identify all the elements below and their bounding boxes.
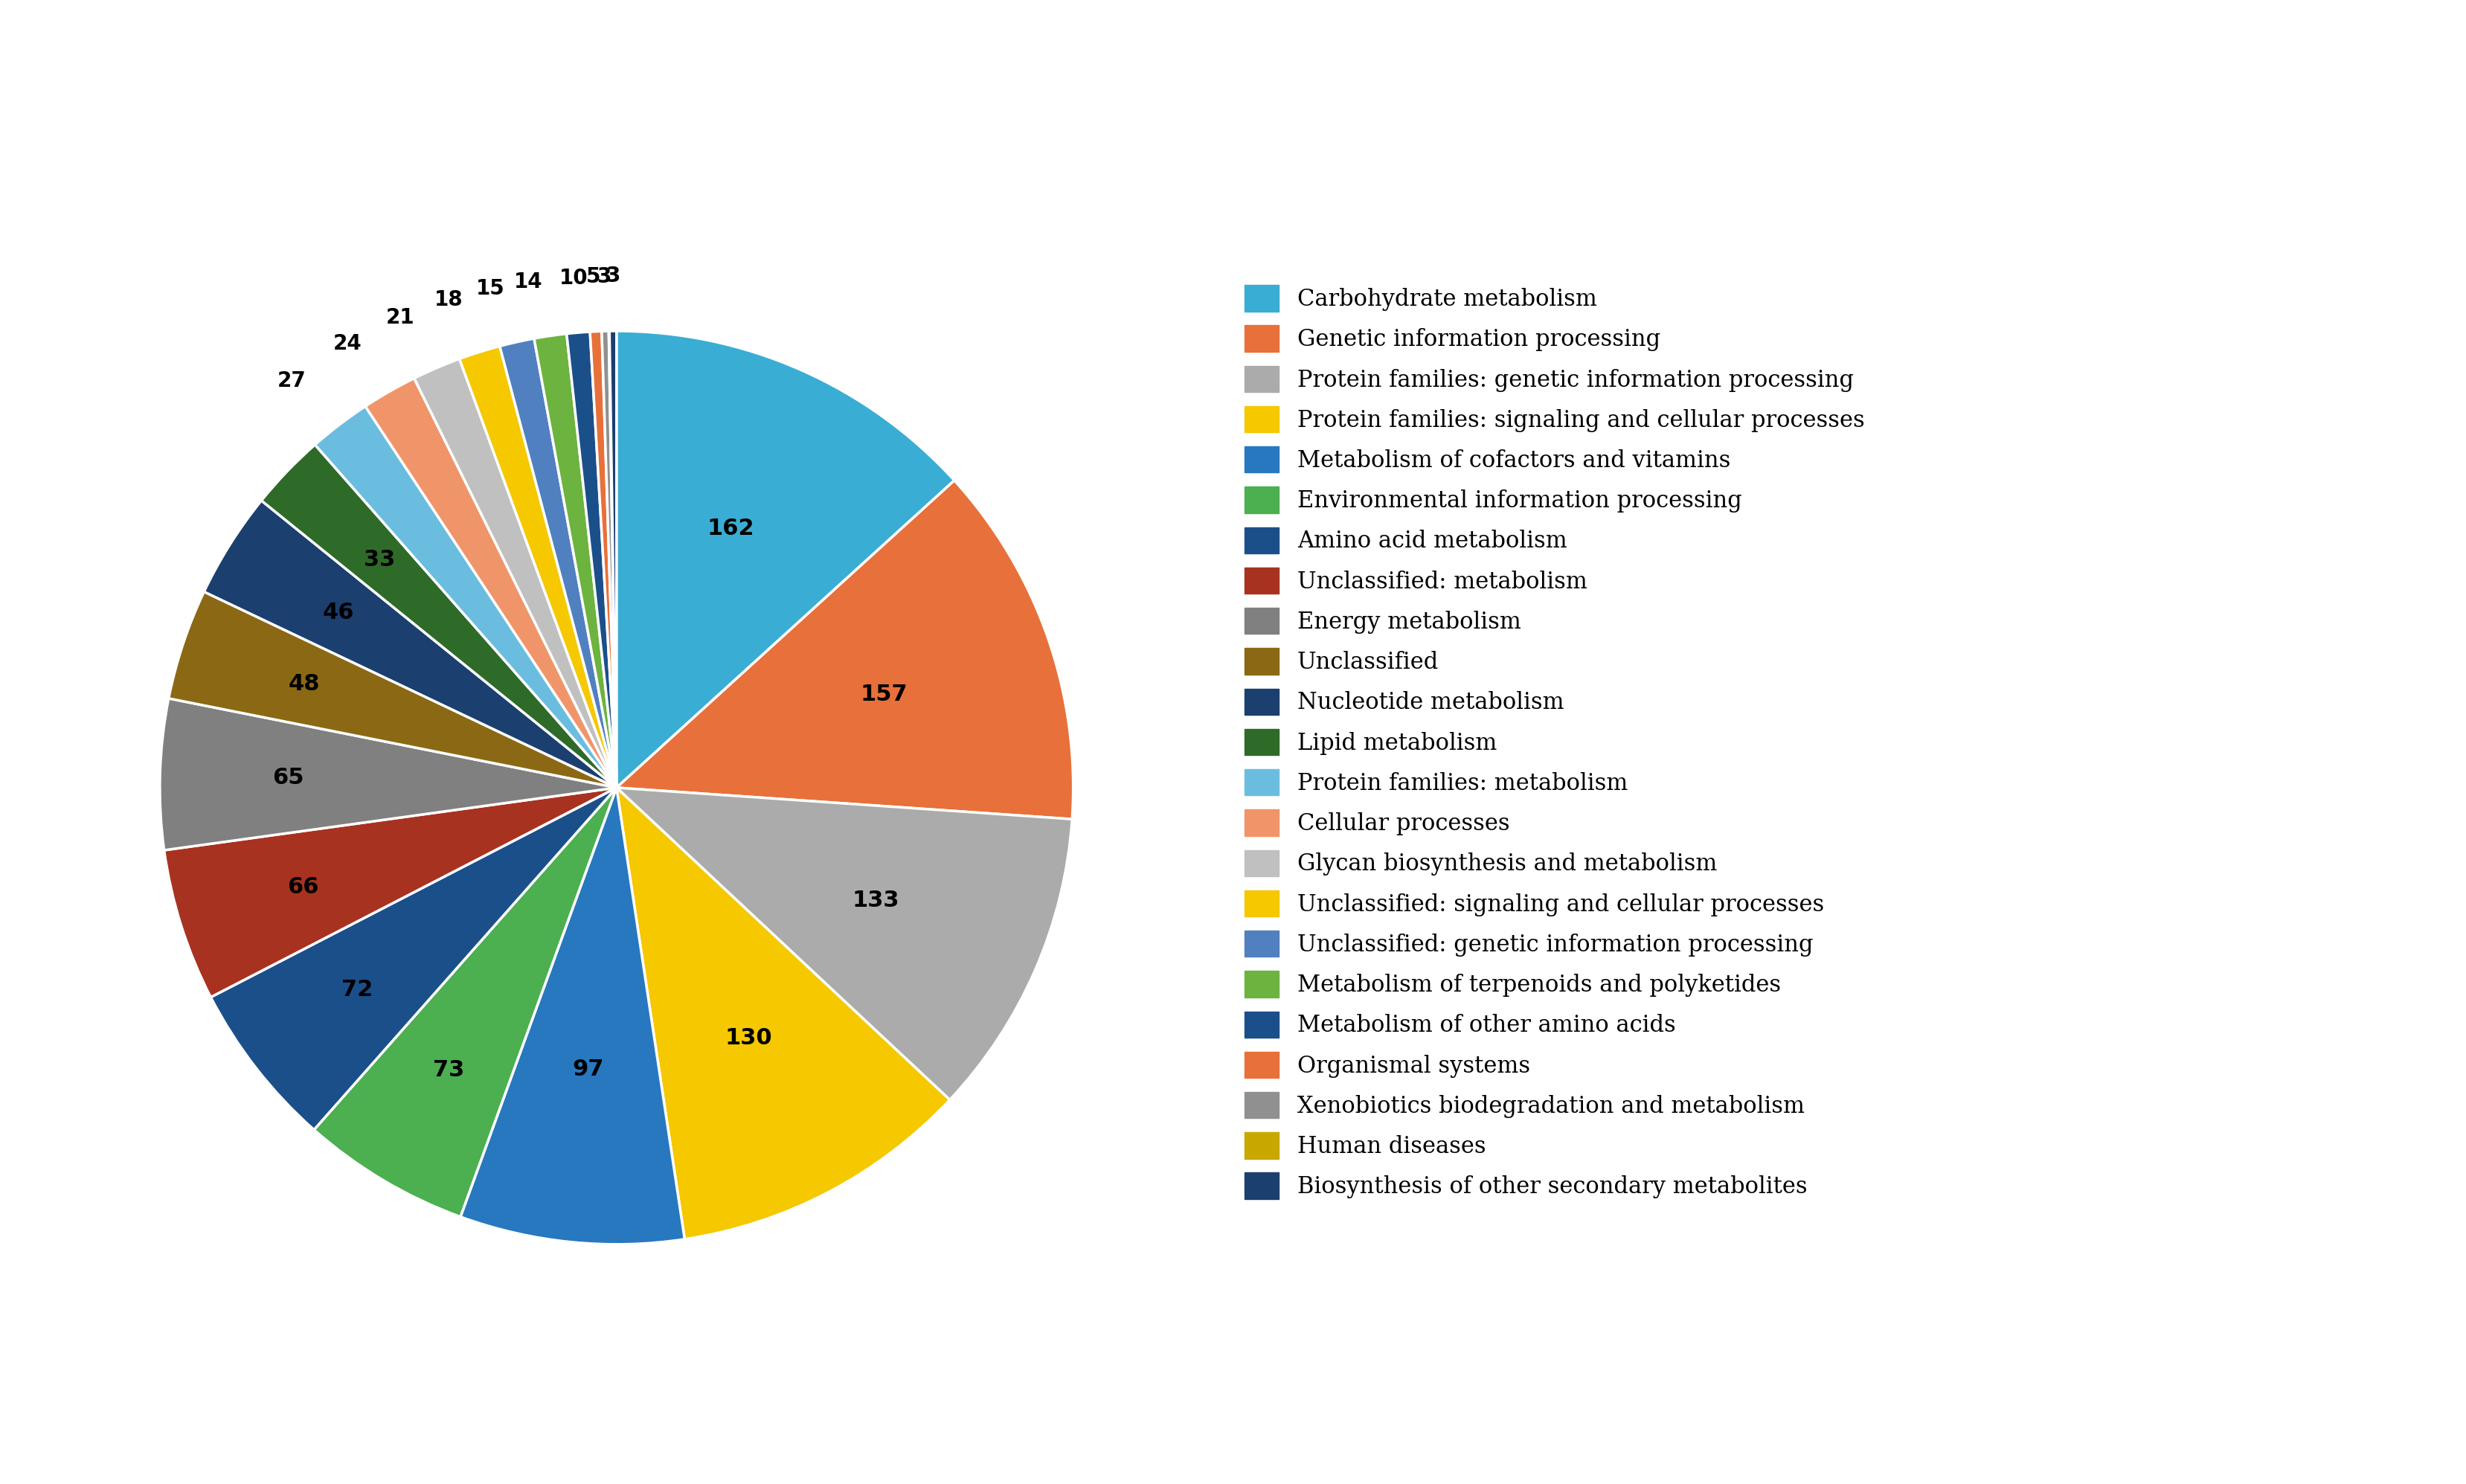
Wedge shape xyxy=(609,331,616,788)
Text: 130: 130 xyxy=(725,1027,772,1049)
Text: 10: 10 xyxy=(560,267,587,288)
Text: 27: 27 xyxy=(276,371,306,392)
Text: 48: 48 xyxy=(289,674,321,695)
Text: 18: 18 xyxy=(434,289,464,310)
Wedge shape xyxy=(616,788,949,1239)
Wedge shape xyxy=(316,407,616,788)
Wedge shape xyxy=(616,481,1073,819)
Text: 133: 133 xyxy=(853,890,900,911)
Text: 5: 5 xyxy=(587,266,602,288)
Wedge shape xyxy=(616,331,954,788)
Wedge shape xyxy=(589,331,616,788)
Text: 66: 66 xyxy=(286,876,318,898)
Wedge shape xyxy=(160,699,616,850)
Wedge shape xyxy=(365,378,616,788)
Wedge shape xyxy=(461,788,686,1244)
Wedge shape xyxy=(501,338,616,788)
Wedge shape xyxy=(459,346,616,788)
Text: 162: 162 xyxy=(708,518,755,540)
Wedge shape xyxy=(602,331,616,788)
Text: 24: 24 xyxy=(333,334,363,355)
Text: 65: 65 xyxy=(271,767,303,788)
Wedge shape xyxy=(261,445,616,788)
Text: 3: 3 xyxy=(604,266,619,286)
Text: 3: 3 xyxy=(597,266,612,286)
Wedge shape xyxy=(168,592,616,788)
Text: 21: 21 xyxy=(387,307,414,328)
Wedge shape xyxy=(414,359,616,788)
Wedge shape xyxy=(205,500,616,788)
Legend: Carbohydrate metabolism, Genetic information processing, Protein families: genet: Carbohydrate metabolism, Genetic informa… xyxy=(1245,285,1864,1199)
Wedge shape xyxy=(313,788,616,1217)
Text: 46: 46 xyxy=(323,601,355,623)
Text: 33: 33 xyxy=(363,549,395,571)
Text: 157: 157 xyxy=(861,684,907,705)
Text: 73: 73 xyxy=(432,1060,464,1080)
Text: 97: 97 xyxy=(572,1058,604,1080)
Text: 15: 15 xyxy=(476,278,506,298)
Wedge shape xyxy=(616,788,1073,1100)
Wedge shape xyxy=(210,788,616,1129)
Wedge shape xyxy=(535,334,616,788)
Wedge shape xyxy=(165,788,616,997)
Text: 72: 72 xyxy=(340,979,372,1000)
Wedge shape xyxy=(567,332,616,788)
Wedge shape xyxy=(609,331,616,788)
Text: 14: 14 xyxy=(513,272,543,292)
